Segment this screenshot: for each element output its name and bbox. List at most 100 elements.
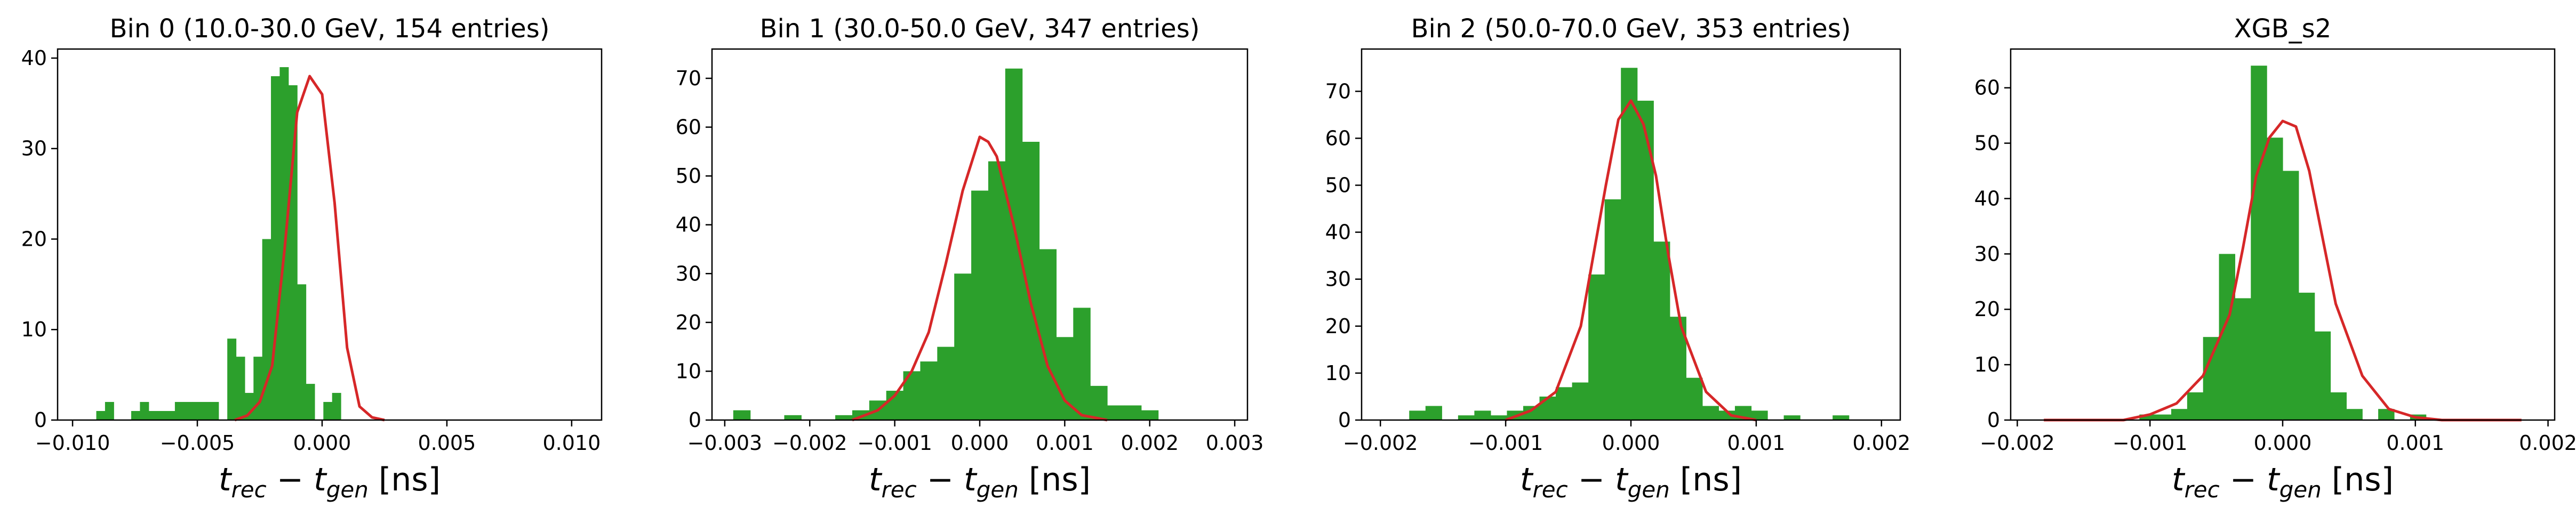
hist-bar [1107, 405, 1125, 420]
chart-title: Bin 0 (10.0-30.0 GeV, 154 entries) [110, 14, 550, 44]
hist-bar [96, 411, 106, 420]
fit-curve [234, 75, 385, 422]
hist-bar [2219, 254, 2236, 420]
hist-bar [1124, 405, 1142, 420]
hist-bar [1425, 406, 1442, 420]
hist-bar [1686, 377, 1703, 420]
hist-bar [174, 402, 184, 420]
x-tick-label: 0.000 [293, 431, 351, 455]
hist-bar [105, 402, 114, 420]
hist-bar [1572, 382, 1589, 420]
hist-bar [2298, 293, 2315, 420]
x-axis-label: trec − tgen [ns] [2172, 461, 2394, 503]
y-tick-label: 0 [1338, 408, 1351, 432]
hist-bar [2267, 138, 2283, 420]
hist-bar [2314, 331, 2331, 420]
hist-bar [1490, 415, 1508, 420]
x-tick-label: 0.002 [1121, 431, 1179, 455]
x-tick-label: −0.005 [160, 431, 235, 455]
hist-bar [1090, 385, 1108, 420]
y-tick-label: 40 [676, 213, 701, 237]
hist-bar [1588, 274, 1605, 420]
hist-bar [920, 361, 938, 420]
hist-bar [227, 338, 237, 420]
y-tick-label: 30 [21, 137, 47, 160]
x-tick-label: 0.000 [951, 431, 1009, 455]
x-tick-label: −0.010 [35, 431, 110, 455]
y-tick-label: 50 [676, 164, 701, 188]
hist-bar [166, 411, 175, 420]
hist-bar [1039, 249, 1057, 420]
hist-bar [1073, 308, 1091, 420]
y-tick-label: 30 [1325, 268, 1351, 291]
y-tick-label: 30 [1974, 242, 2000, 265]
hist-bar [2235, 298, 2251, 420]
hist-bar [332, 393, 341, 420]
hist-bar [2187, 392, 2204, 420]
hist-bar [988, 161, 1006, 420]
hist-bar [1556, 387, 1573, 420]
hist-bar [2139, 414, 2156, 420]
y-tick-label: 70 [1325, 79, 1351, 103]
y-tick-label: 10 [1325, 361, 1351, 385]
hist-bar [236, 357, 245, 420]
hist-bar [323, 402, 333, 420]
x-tick-label: −0.002 [1343, 431, 1418, 455]
chart-title: XGB_s2 [2234, 14, 2332, 44]
hist-bar [201, 402, 211, 420]
hist-bar [1718, 410, 1735, 420]
chart-title: Bin 2 (50.0-70.0 GeV, 353 entries) [1411, 14, 1851, 44]
hist-bar [2203, 337, 2220, 420]
hist-bar [2155, 414, 2172, 420]
x-tick-label: −0.001 [2113, 431, 2188, 455]
y-tick-label: 20 [21, 227, 47, 251]
y-tick-label: 50 [1325, 173, 1351, 197]
hist-bar [2378, 409, 2395, 420]
hist-bar [1458, 415, 1475, 420]
fit-curve [1505, 99, 1757, 422]
x-tick-label: −0.002 [1980, 431, 2055, 455]
chart-panel-2: −0.002 −0.001 0.000 0.001 0.002 0 10 20 30 40 50 60… [1325, 14, 1911, 503]
hist-bar [183, 402, 193, 420]
y-tick-label: 20 [676, 311, 701, 334]
x-axis-label: trec − tgen [ns] [869, 461, 1091, 503]
hist-bar [148, 411, 158, 420]
hist-bar [1751, 410, 1768, 420]
hist-bar [2330, 392, 2347, 420]
hist-bar [306, 384, 315, 420]
hist-bar [192, 402, 202, 420]
y-tick-label: 20 [1325, 315, 1351, 338]
chart-panel-3: −0.002 −0.001 0.000 0.001 0.002 0 10 20 30 40 50 60… [1974, 14, 2576, 503]
fit-curve [852, 135, 1108, 422]
hist-bar [1474, 410, 1491, 420]
x-tick-label: 0.003 [1206, 431, 1264, 455]
hist-bar [140, 402, 149, 420]
x-tick-label: 0.002 [1852, 431, 1910, 455]
y-tick-label: 0 [1987, 408, 2000, 432]
hist-bar [1604, 199, 1621, 420]
y-tick-label: 0 [34, 408, 47, 432]
chart-title: Bin 1 (30.0-50.0 GeV, 347 entries) [760, 14, 1200, 44]
y-tick-label: 40 [21, 46, 47, 70]
hist-bar [2251, 66, 2267, 420]
y-tick-label: 40 [1974, 187, 2000, 210]
x-axis-label: trec − tgen [ns] [219, 461, 441, 503]
hist-bar [2171, 409, 2188, 420]
x-tick-label: 0.000 [1602, 431, 1660, 455]
y-tick-label: 20 [1974, 297, 2000, 321]
fit-curve [2044, 119, 2522, 422]
x-tick-label: 0.001 [1727, 431, 1785, 455]
axes-frame [57, 48, 603, 421]
y-tick-label: 60 [1974, 76, 2000, 100]
x-tick-label: 0.002 [2519, 431, 2576, 455]
hist-bar [1783, 415, 1801, 420]
x-tick-label: −0.001 [1468, 431, 1543, 455]
x-tick-label: 0.001 [1036, 431, 1094, 455]
hist-bar [835, 415, 853, 420]
chart-panel-0: −0.010 −0.005 0.000 0.005 0.010 0 10 20 30 40 Bin … [21, 14, 603, 503]
x-axis-label: trec − tgen [ns] [1520, 461, 1742, 503]
hist-bar [2346, 409, 2363, 420]
hist-bar [733, 410, 751, 420]
y-tick-label: 60 [676, 116, 701, 139]
